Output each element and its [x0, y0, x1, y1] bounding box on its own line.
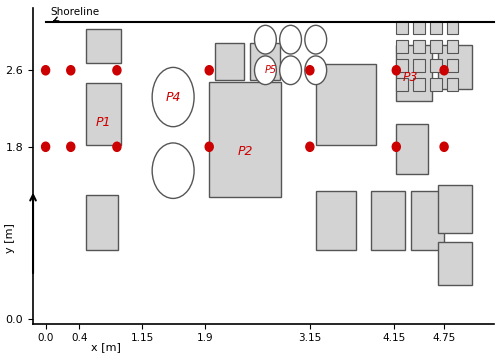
Bar	[86, 83, 121, 145]
Bar	[438, 185, 472, 233]
Bar	[396, 59, 408, 72]
Circle shape	[392, 66, 400, 75]
Circle shape	[42, 142, 50, 151]
Bar	[446, 40, 458, 53]
Ellipse shape	[280, 56, 301, 84]
Ellipse shape	[280, 25, 301, 54]
Bar	[396, 78, 408, 91]
Bar	[215, 43, 244, 80]
Text: P3: P3	[403, 71, 418, 84]
Ellipse shape	[305, 56, 326, 84]
Bar	[396, 45, 432, 101]
Bar	[430, 59, 442, 72]
Bar	[413, 59, 425, 72]
Circle shape	[306, 66, 314, 75]
Bar	[250, 43, 280, 80]
Circle shape	[42, 66, 50, 75]
Bar	[86, 195, 118, 250]
Bar	[446, 59, 458, 72]
Bar	[371, 191, 404, 250]
Text: P5: P5	[264, 65, 276, 75]
Text: P4: P4	[166, 91, 181, 104]
Circle shape	[306, 142, 314, 151]
Bar	[413, 78, 425, 91]
Text: P1: P1	[96, 116, 111, 129]
Bar	[446, 21, 458, 34]
Text: P2: P2	[238, 145, 253, 158]
Bar	[446, 78, 458, 91]
Bar	[396, 40, 408, 53]
Bar	[438, 242, 472, 285]
Bar	[396, 21, 408, 34]
Ellipse shape	[254, 25, 276, 54]
Bar	[430, 78, 442, 91]
Bar	[430, 21, 442, 34]
Circle shape	[440, 142, 448, 151]
Ellipse shape	[152, 143, 194, 198]
Circle shape	[392, 142, 400, 151]
Bar	[413, 40, 425, 53]
Circle shape	[440, 66, 448, 75]
Ellipse shape	[152, 67, 194, 127]
Bar	[209, 82, 281, 197]
Ellipse shape	[305, 25, 326, 54]
Circle shape	[67, 66, 75, 75]
Bar	[86, 29, 121, 62]
Text: Shoreline: Shoreline	[50, 7, 100, 21]
Circle shape	[113, 142, 121, 151]
Bar	[438, 45, 472, 89]
Ellipse shape	[254, 56, 276, 84]
Bar	[430, 40, 442, 53]
Bar	[396, 124, 428, 174]
Bar	[316, 64, 376, 145]
Bar	[410, 191, 444, 250]
Text: x [m]: x [m]	[91, 342, 121, 352]
Circle shape	[67, 142, 75, 151]
Circle shape	[205, 66, 213, 75]
Circle shape	[113, 66, 121, 75]
Circle shape	[205, 142, 213, 151]
Text: y [m]: y [m]	[4, 223, 15, 252]
Bar	[316, 191, 356, 250]
Bar	[413, 21, 425, 34]
